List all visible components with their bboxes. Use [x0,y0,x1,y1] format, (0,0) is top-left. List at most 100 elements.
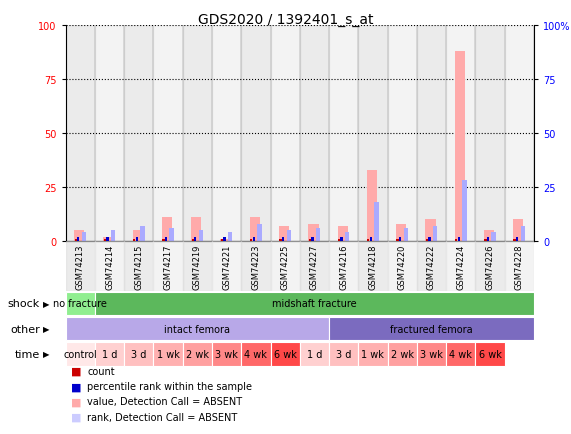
Bar [124,342,154,366]
Text: GSM74227: GSM74227 [310,244,319,289]
Bar [124,26,154,241]
Text: shock: shock [8,299,40,309]
Bar [170,228,174,241]
Bar [505,241,534,291]
Bar [375,203,379,241]
Text: GSM74216: GSM74216 [339,244,348,289]
Bar [300,241,329,291]
Bar [388,241,417,291]
Bar [183,342,212,366]
Text: 1 d: 1 d [307,349,322,359]
Bar [300,26,329,241]
Bar [192,239,194,241]
Bar [199,230,203,241]
Bar [417,26,446,241]
Bar [486,237,489,241]
Bar [388,26,417,241]
Bar [329,342,359,366]
Bar [359,26,388,241]
Text: ■: ■ [71,366,82,376]
Bar [250,217,260,241]
Bar [241,26,271,241]
Bar [82,233,86,241]
Bar [74,230,85,241]
Text: fractured femora: fractured femora [390,324,473,334]
Bar [455,239,457,241]
Bar [241,342,271,366]
Bar [241,241,271,291]
Bar [279,239,282,241]
Text: count: count [87,366,115,376]
Text: GSM74215: GSM74215 [134,244,143,289]
Bar [154,26,183,241]
Bar [75,239,77,241]
Bar [428,237,431,241]
Text: GSM74217: GSM74217 [163,244,172,289]
Bar [165,237,167,241]
Text: GSM74224: GSM74224 [456,244,465,289]
Bar [133,239,135,241]
Bar [475,241,505,291]
Bar [66,317,329,341]
Bar [329,317,534,341]
Bar [66,342,95,366]
Bar [396,224,407,241]
Bar [124,241,154,291]
Bar [212,342,241,366]
Text: GSM74218: GSM74218 [368,244,377,289]
Bar [258,224,262,241]
Text: ■: ■ [71,412,82,421]
Text: rank, Detection Call = ABSENT: rank, Detection Call = ABSENT [87,412,238,421]
Text: 3 wk: 3 wk [420,349,443,359]
Bar [484,230,494,241]
Text: ▶: ▶ [43,350,49,358]
Bar [309,239,311,241]
Text: 4 wk: 4 wk [244,349,267,359]
Bar [316,228,320,241]
Bar [457,237,460,241]
Bar [228,233,232,241]
Bar [388,342,417,366]
Text: intact femora: intact femora [164,324,230,334]
Bar [505,26,534,241]
Bar [271,342,300,366]
Bar [359,342,388,366]
Bar [104,239,106,241]
Bar [338,239,340,241]
Bar [337,226,348,241]
Text: GSM74222: GSM74222 [427,244,436,289]
Bar [484,239,486,241]
Text: 2 wk: 2 wk [186,349,209,359]
Bar [426,239,428,241]
Text: ▶: ▶ [43,299,49,308]
Bar [154,342,183,366]
Bar [475,26,505,241]
Bar [367,239,369,241]
Bar [455,52,465,241]
Bar [103,237,114,241]
Bar [279,226,289,241]
Bar [369,237,372,241]
Text: ▶: ▶ [43,325,49,333]
Bar [359,241,388,291]
Text: GSM74219: GSM74219 [193,244,202,289]
Bar [367,170,377,241]
Bar [250,239,252,241]
Bar [311,237,313,241]
Text: GSM74220: GSM74220 [397,244,407,289]
Bar [191,217,202,241]
Bar [425,220,436,241]
Text: GSM74226: GSM74226 [485,244,494,289]
Bar [513,239,516,241]
Text: time: time [15,349,40,359]
Bar [95,26,124,241]
Bar [345,233,349,241]
Bar [404,228,408,241]
Bar [513,220,524,241]
Text: GSM74228: GSM74228 [514,244,524,289]
Text: 1 d: 1 d [102,349,117,359]
Bar [212,26,241,241]
Bar [462,181,467,241]
Text: value, Detection Call = ABSENT: value, Detection Call = ABSENT [87,397,243,406]
Bar [66,241,95,291]
